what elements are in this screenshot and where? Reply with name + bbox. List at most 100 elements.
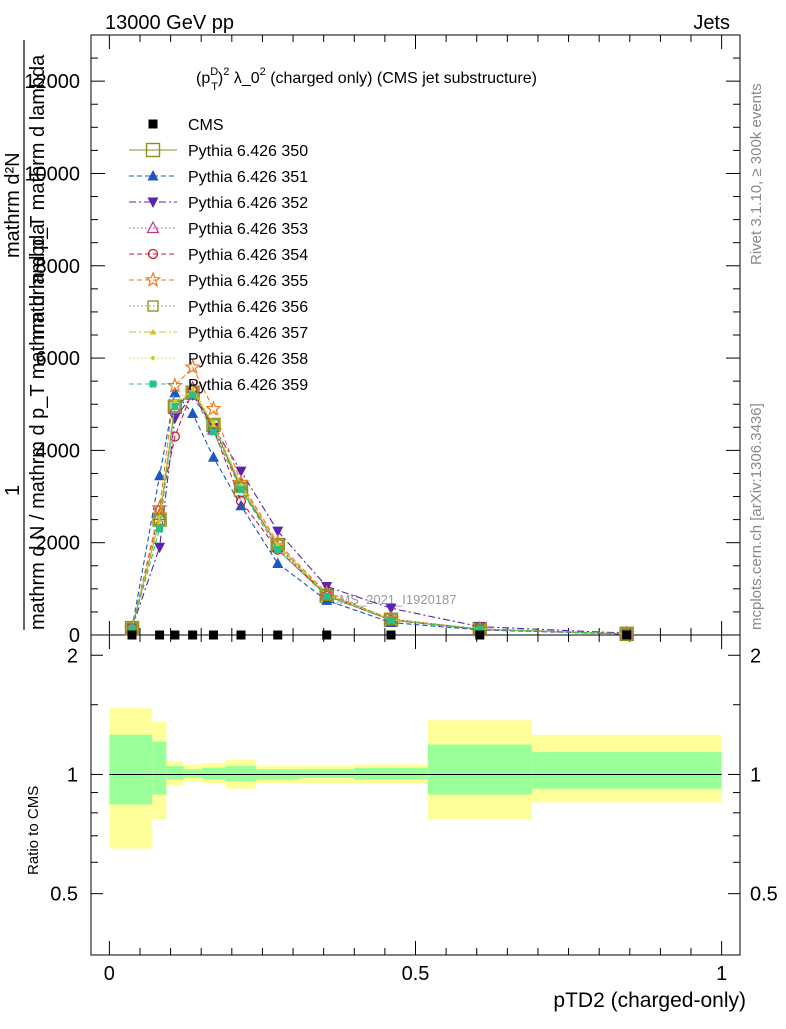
series-2-point-3 — [187, 407, 199, 418]
xlabel: pTD2 (charged-only) — [553, 989, 746, 1012]
legend-marker-2 — [147, 170, 159, 181]
legend-marker-7 — [147, 300, 159, 312]
series-9-line — [131, 387, 627, 635]
title-part-rest: (charged only) (CMS jet substructure) — [266, 70, 537, 87]
chart-title: (pD T)2 λ_02 (charged only) (CMS jet subs… — [196, 66, 537, 93]
legend-marker-0 — [148, 119, 158, 129]
main-ylabel-group: 1 mathrm d²N mathrm d N / mathrm d p_T m… — [2, 40, 49, 630]
legend-marker-9 — [151, 356, 155, 360]
ratio-ytick-label-right-0: 0.5 — [750, 884, 778, 906]
ratio-band-green-2 — [166, 766, 184, 780]
title-part-sup-2a: 2 — [223, 66, 229, 78]
series-10-point-4 — [209, 428, 217, 436]
series-10-point-9 — [476, 625, 484, 633]
ratio-band-green-5 — [225, 766, 257, 782]
series-2-point-4 — [207, 451, 219, 462]
xtick-label-1: 0.5 — [402, 963, 430, 985]
main-series-group — [123, 358, 635, 642]
legend-marker-3 — [147, 197, 159, 208]
title-part-mid: λ_0 — [229, 70, 259, 87]
main-ytick-label-5: 10000 — [24, 163, 80, 185]
legend-label-2: Pythia 6.426 351 — [188, 169, 308, 186]
legend-label-0: CMS — [188, 117, 224, 134]
legend: CMS Pythia 6.426 350 Pythia 6.426 351 Pythi… — [129, 117, 308, 394]
ratio-band-green-4 — [202, 767, 226, 780]
series-0-point-7 — [322, 630, 332, 640]
main-ytick-label-3: 6000 — [36, 348, 81, 370]
series-9-point-5 — [239, 483, 244, 487]
legend-marker-6 — [144, 271, 162, 288]
legend-marker-10 — [149, 380, 157, 388]
series-2-point-1 — [154, 469, 166, 481]
rivet-version-label: Rivet 3.1.10, ≥ 300k events — [748, 83, 765, 265]
series-10-point-0 — [128, 624, 136, 632]
header-process-label: Jets — [693, 12, 730, 34]
series-10-point-3 — [189, 391, 197, 399]
ylabel-one: 1 — [2, 485, 24, 496]
ratio-ytick-label-right-1: 1 — [750, 764, 761, 786]
series-2-point-6 — [272, 557, 284, 568]
series-10-point-1 — [156, 525, 164, 533]
ratio-ytick-label-1: 1 — [67, 764, 78, 786]
legend-label-8: Pythia 6.426 357 — [188, 325, 308, 342]
series-10-point-2 — [171, 403, 179, 411]
series-0-point-8 — [386, 630, 396, 640]
series-10-point-8 — [387, 616, 395, 624]
series-6-point-4 — [205, 400, 222, 416]
title-part-sup-2b: 2 — [260, 66, 266, 78]
legend-label-6: Pythia 6.426 355 — [188, 273, 308, 290]
ratio-ytick-label-right-2: 2 — [750, 645, 761, 667]
series-0-point-0 — [127, 630, 137, 640]
legend-label-10: Pythia 6.426 359 — [188, 377, 308, 394]
ratio-ylabel: Ratio to CMS — [25, 786, 42, 875]
series-0-point-9 — [475, 630, 485, 640]
legend-label-1: Pythia 6.426 350 — [188, 143, 308, 160]
series-0-point-2 — [170, 630, 180, 640]
ratio-band-green-9 — [427, 744, 532, 795]
xtick-label-2: 1 — [716, 963, 727, 985]
xtick-label-0: 0 — [104, 963, 115, 985]
series-3-point-8 — [385, 603, 397, 615]
legend-marker-1 — [145, 142, 161, 158]
series-0-point-3 — [188, 630, 198, 640]
ratio-band-green-8 — [354, 767, 428, 780]
series-0-point-5 — [236, 630, 246, 640]
series-0-point-6 — [273, 630, 283, 640]
legend-marker-4 — [146, 220, 160, 234]
ratio-band-green-7 — [299, 769, 355, 778]
legend-marker-5 — [147, 248, 159, 260]
title-part-close: ) — [218, 70, 223, 87]
ratio-bands-group — [109, 708, 722, 849]
mcplots-credit-label: mcplots.cern.ch [arXiv:1306.3436] — [748, 403, 765, 630]
series-3-point-1 — [154, 542, 166, 554]
ratio-band-green-0 — [109, 734, 153, 805]
series-9-point-3 — [190, 386, 195, 391]
series-9-point-4 — [211, 420, 216, 425]
series-9-point-2 — [172, 399, 177, 404]
series-10-point-5 — [237, 486, 245, 494]
ratio-ytick-label-2: 2 — [67, 645, 78, 667]
ratio-band-green-10 — [531, 751, 722, 789]
main-ytick-label-6: 12000 — [24, 71, 80, 93]
ylabel-denominator-top: mathrm d p_T mathrm d lambda — [27, 54, 49, 340]
header-energy-label: 13000 GeV pp — [105, 12, 234, 34]
main-axis-group: 0 2000 4000 6000 8000 10000 12000 — [24, 57, 740, 647]
series-10-point-6 — [274, 546, 282, 554]
series-5-point-5 — [235, 496, 247, 507]
series-3-point-6 — [272, 526, 284, 538]
main-ytick-label-1: 2000 — [36, 533, 81, 555]
legend-label-7: Pythia 6.426 356 — [188, 299, 308, 316]
ratio-ytick-label-0: 0.5 — [50, 884, 78, 906]
ratio-axis-group: 0.5 0.51 12 20 0.5 1 — [50, 35, 778, 985]
main-ytick-label-0: 0 — [69, 625, 80, 647]
main-ytick-label-4: 8000 — [36, 256, 81, 278]
series-0-point-1 — [155, 630, 165, 640]
legend-label-3: Pythia 6.426 352 — [188, 195, 308, 212]
series-3-point-5 — [235, 466, 247, 478]
ratio-band-green-1 — [152, 741, 167, 795]
series-7-point-7 — [321, 589, 333, 601]
ylabel-denominator-bottom: mathrm d N / mathrm d p_T mathrm d lambd… — [27, 223, 49, 630]
main-ytick-label-2: 4000 — [36, 440, 81, 462]
